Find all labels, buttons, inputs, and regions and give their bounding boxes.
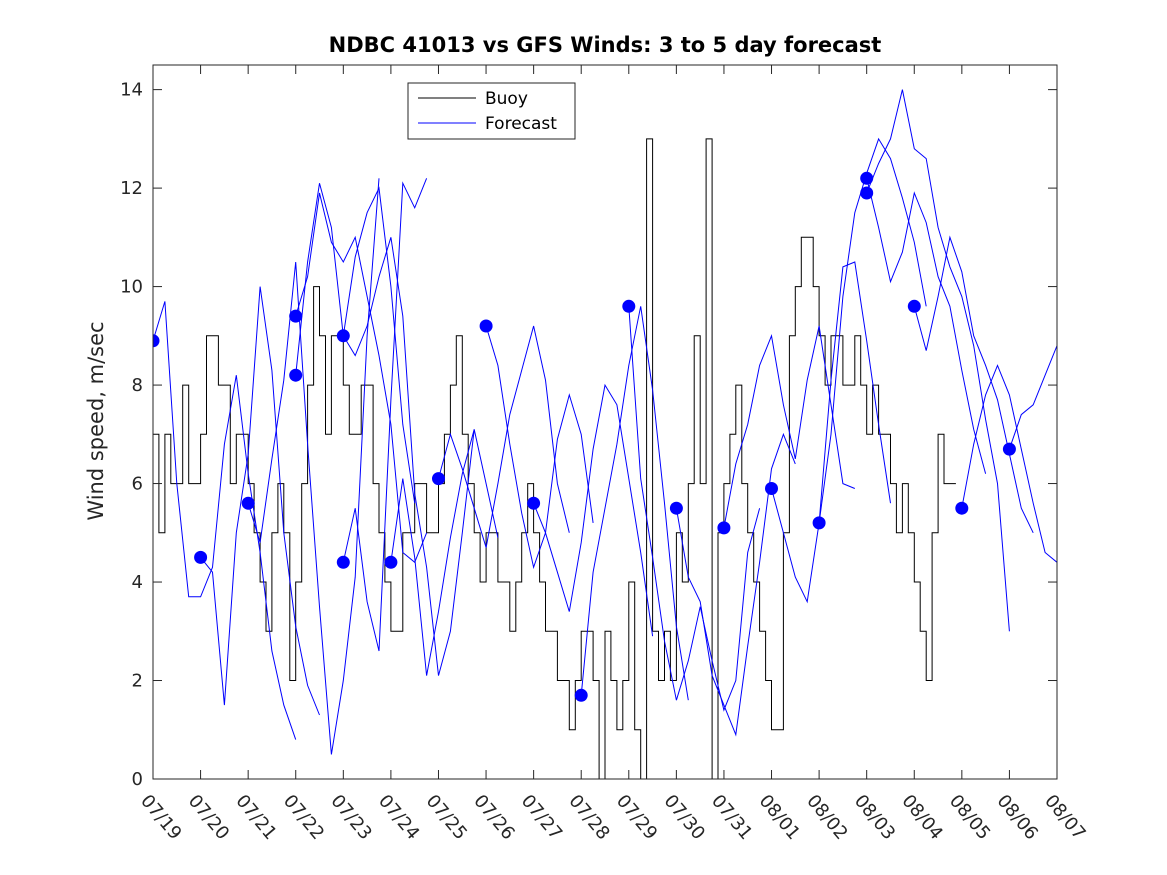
forecast-start-marker-20 bbox=[907, 299, 921, 313]
forecast-start-marker-16 bbox=[765, 482, 778, 495]
forecast-series-line-14 bbox=[675, 432, 796, 737]
y-tick-label: 0 bbox=[132, 769, 143, 790]
forecast-series-line-9 bbox=[438, 325, 570, 548]
forecast-series-line-13 bbox=[628, 306, 761, 712]
forecast-start-marker-8 bbox=[384, 555, 398, 569]
plot-area bbox=[153, 89, 1057, 779]
forecast-start-marker-5 bbox=[289, 309, 303, 323]
chart-title: NDBC 41013 vs GFS Winds: 3 to 5 day fore… bbox=[329, 33, 882, 57]
forecast-start-marker-15 bbox=[717, 521, 731, 535]
forecast-start-marker-6 bbox=[336, 329, 350, 343]
y-tick-label: 12 bbox=[120, 178, 143, 199]
y-axis-label: Wind speed, m/sec bbox=[84, 321, 108, 520]
forecast-series-line-21 bbox=[961, 364, 1057, 563]
forecast-series-line-8 bbox=[390, 429, 499, 676]
legend: Buoy Forecast bbox=[407, 82, 576, 140]
forecast-start-marker-1 bbox=[153, 334, 160, 348]
axes-box bbox=[152, 64, 1058, 780]
forecast-start-marker-7 bbox=[336, 555, 350, 569]
forecast-start-marker-21 bbox=[955, 501, 969, 515]
forecast-start-marker-22 bbox=[1002, 442, 1016, 456]
forecast-series-line-16 bbox=[771, 261, 891, 604]
forecast-start-marker-4 bbox=[289, 368, 303, 382]
forecast-series-line-15 bbox=[723, 325, 855, 528]
forecast-series-line-6 bbox=[342, 237, 475, 676]
y-tick-label: 6 bbox=[132, 474, 143, 495]
forecast-start-marker-3 bbox=[241, 496, 255, 510]
forecast-series-line-12 bbox=[580, 306, 689, 701]
legend-label-buoy: Buoy bbox=[485, 89, 528, 109]
forecast-series-line-11 bbox=[533, 383, 654, 637]
forecast-start-marker-11 bbox=[527, 496, 541, 510]
forecast-series-line-5 bbox=[295, 192, 428, 564]
forecast-series-line-20 bbox=[913, 235, 1034, 534]
y-tick-label: 4 bbox=[132, 572, 143, 593]
forecast-start-marker-9 bbox=[432, 472, 445, 486]
buoy-series-line bbox=[153, 138, 956, 779]
legend-label-forecast: Forecast bbox=[485, 114, 557, 134]
forecast-start-marker-10 bbox=[479, 319, 493, 333]
forecast-series-line-10 bbox=[485, 325, 594, 570]
forecast-series-line-7 bbox=[342, 178, 428, 652]
legend-box bbox=[407, 82, 576, 140]
forecast-start-marker-18 bbox=[860, 171, 874, 185]
forecast-series-line-3 bbox=[247, 178, 380, 755]
y-tick-label: 10 bbox=[120, 277, 143, 298]
forecast-series-line-2 bbox=[200, 286, 320, 716]
forecast-start-marker-17 bbox=[812, 516, 826, 530]
forecast-series-line-18 bbox=[866, 178, 987, 474]
forecast-series-line-19 bbox=[866, 89, 1010, 632]
series-group bbox=[153, 89, 1057, 779]
y-tick-label: 8 bbox=[132, 375, 143, 396]
forecast-start-marker-19 bbox=[860, 186, 874, 200]
forecast-start-marker-2 bbox=[194, 550, 208, 564]
forecast-start-marker-13 bbox=[622, 299, 636, 313]
forecast-series-line-22 bbox=[1008, 344, 1057, 450]
y-tick-label: 2 bbox=[132, 671, 143, 692]
forecast-series-line-1 bbox=[153, 301, 297, 740]
y-tick-label: 14 bbox=[120, 80, 143, 101]
forecast-start-marker-14 bbox=[669, 501, 683, 515]
forecast-start-marker-12 bbox=[574, 688, 588, 702]
